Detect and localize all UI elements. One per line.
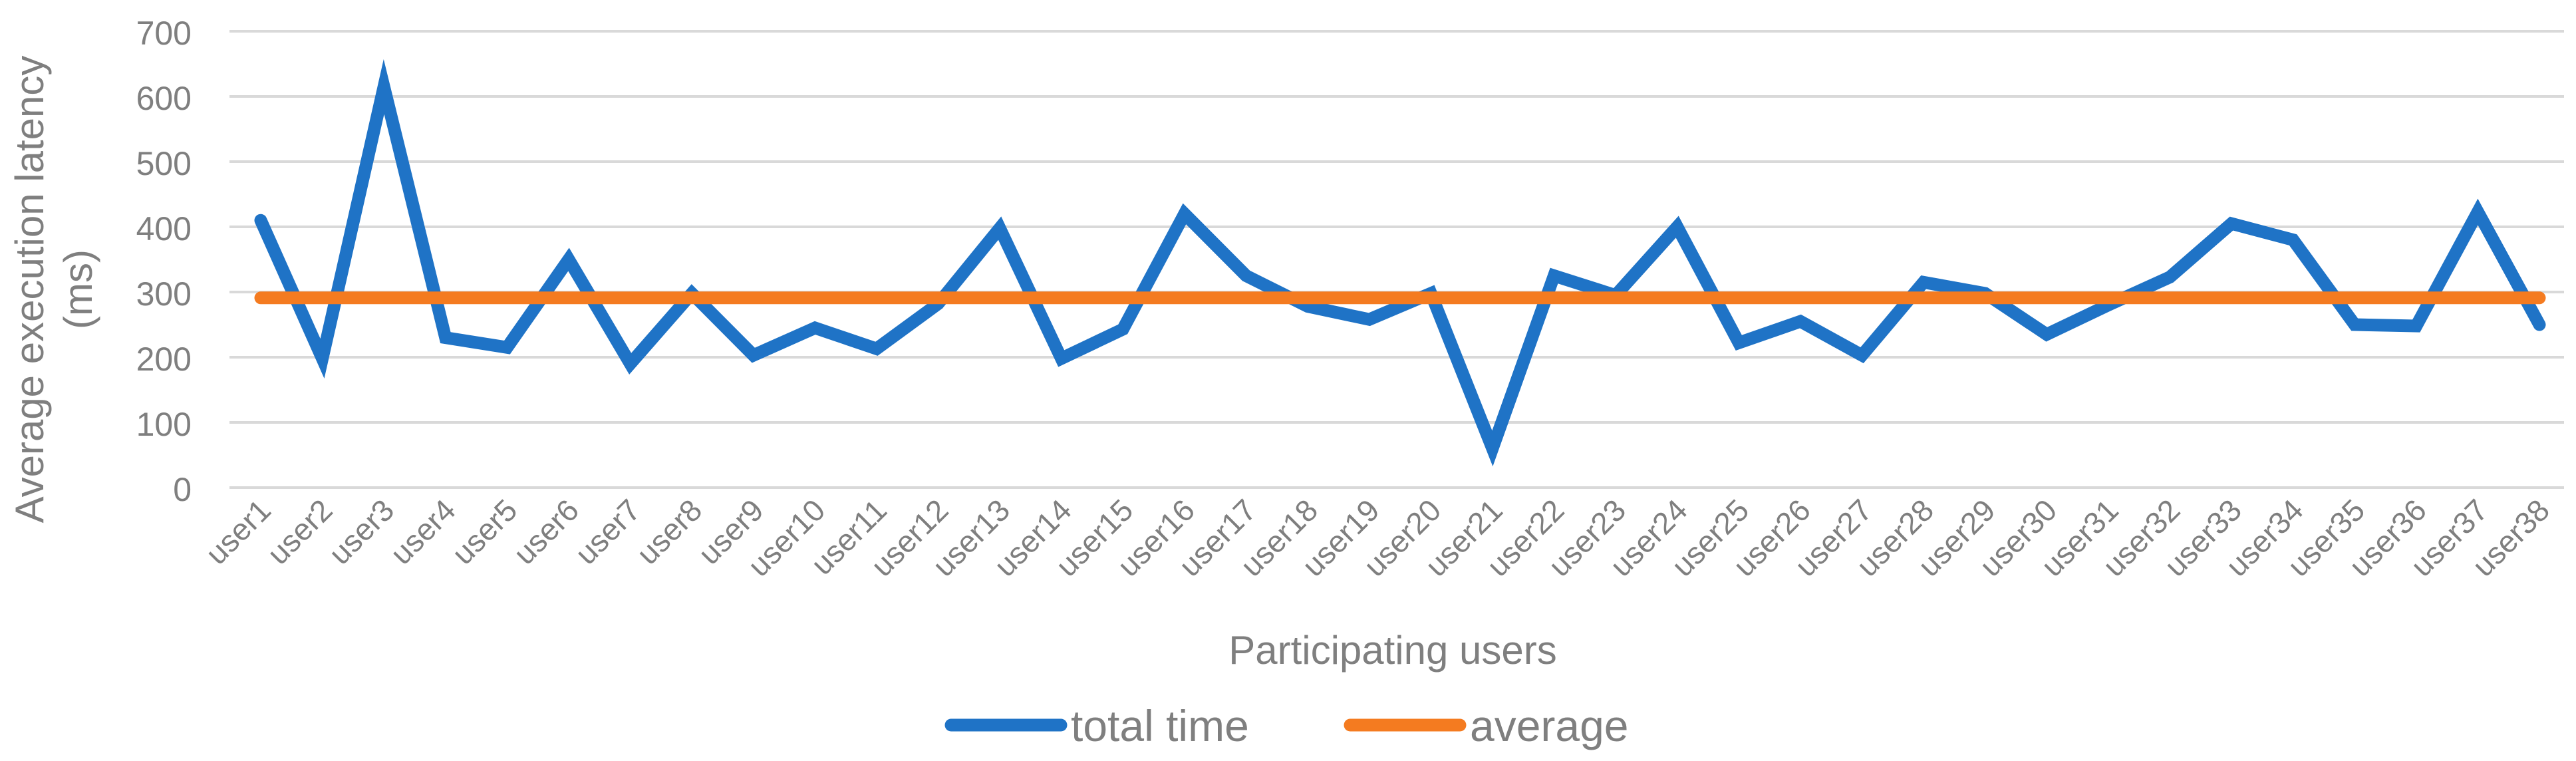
x-tick-label: user3 bbox=[322, 492, 400, 571]
series-lines bbox=[254, 59, 2546, 467]
gridlines bbox=[229, 30, 2564, 489]
x-tick-label: user7 bbox=[568, 492, 646, 571]
y-tick-label: 100 bbox=[136, 406, 192, 443]
x-tick-label: user5 bbox=[445, 492, 523, 571]
y-axis-label-line-2: (ms) bbox=[56, 249, 100, 329]
legend: total time average bbox=[944, 701, 1629, 750]
series-line-total-time bbox=[254, 59, 2546, 467]
x-axis-label: Participating users bbox=[1228, 628, 1557, 673]
x-tick-label: user8 bbox=[630, 492, 708, 571]
legend-label: average bbox=[1470, 701, 1629, 750]
y-tick-label: 200 bbox=[136, 341, 192, 378]
legend-label: total time bbox=[1071, 701, 1249, 750]
y-tick-label: 400 bbox=[136, 210, 192, 247]
y-axis-label-line-1: Average execution latency bbox=[7, 56, 52, 524]
x-tick-label: user6 bbox=[507, 492, 585, 571]
y-tick-label: 300 bbox=[136, 275, 192, 313]
x-tick-label: user1 bbox=[199, 492, 277, 571]
x-tick-label: user2 bbox=[261, 492, 339, 571]
y-tick-label: 700 bbox=[136, 15, 192, 52]
x-tick-label: user4 bbox=[384, 492, 462, 571]
y-tick-label: 500 bbox=[136, 145, 192, 182]
y-tick-label: 600 bbox=[136, 80, 192, 117]
y-tick-label: 0 bbox=[173, 471, 192, 508]
x-axis-tick-labels: user1user2user3user4user5user6user7user8… bbox=[199, 492, 2556, 583]
y-axis-tick-labels: 0 100 200 300 400 500 600 700 bbox=[136, 15, 192, 508]
